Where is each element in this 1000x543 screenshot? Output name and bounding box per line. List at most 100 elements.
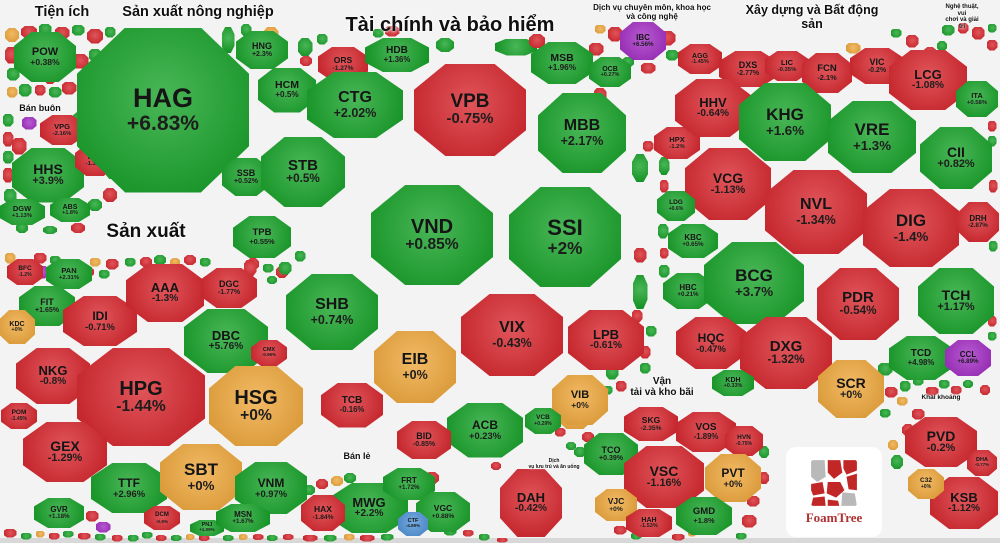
mosaic-cell[interactable] xyxy=(184,255,196,265)
mosaic-cell[interactable] xyxy=(896,396,908,406)
tile-ssb[interactable]: SSB +0.52% xyxy=(222,158,270,196)
tile-ldg[interactable]: LDG +0.6% xyxy=(657,191,695,221)
tile-pdr[interactable]: PDR -0.54% xyxy=(817,268,899,340)
tile-aaa[interactable]: AAA -1.3% xyxy=(126,264,204,322)
tile-bcg[interactable]: BCG +3.7% xyxy=(704,242,804,324)
mosaic-cell[interactable] xyxy=(71,223,85,233)
mosaic-cell[interactable] xyxy=(154,255,166,265)
tile-hdb[interactable]: HDB +1.36% xyxy=(365,38,429,72)
mosaic-cell[interactable] xyxy=(987,315,997,327)
tile-kbc[interactable]: KBC +0.65% xyxy=(668,224,718,258)
tile-msn[interactable]: MSN +1.67% xyxy=(216,504,270,532)
foamtree-logo[interactable]: FoamTree xyxy=(786,447,882,537)
mosaic-cell[interactable] xyxy=(607,26,623,42)
mosaic-cell[interactable] xyxy=(71,24,85,36)
mosaic-cell[interactable] xyxy=(77,532,91,540)
mosaic-cell[interactable] xyxy=(491,462,501,470)
mosaic-cell[interactable] xyxy=(98,269,110,279)
tile-scr[interactable]: SCR +0% xyxy=(818,360,884,418)
mosaic-cell[interactable] xyxy=(185,534,195,540)
tile-dah[interactable]: DAH -0.42% xyxy=(500,469,562,537)
mosaic-cell[interactable] xyxy=(303,485,315,495)
mosaic-cell[interactable] xyxy=(302,534,318,542)
tile-vix[interactable]: VIX -0.43% xyxy=(461,294,563,376)
mosaic-cell[interactable] xyxy=(316,33,328,45)
tile-acb[interactable]: ACB +0.23% xyxy=(447,402,523,458)
mosaic-cell[interactable] xyxy=(986,39,998,51)
tile-hvn[interactable]: HVN -0.75% xyxy=(725,426,763,456)
tile-hag[interactable]: HAG +6.83% xyxy=(77,27,249,193)
mosaic-cell[interactable] xyxy=(566,442,576,450)
tile-hqc[interactable]: HQC -0.47% xyxy=(676,317,746,369)
mosaic-cell[interactable] xyxy=(95,521,111,533)
mosaic-cell[interactable] xyxy=(85,510,99,522)
mosaic-cell[interactable] xyxy=(937,41,947,51)
tile-khg[interactable]: KHG +1.6% xyxy=(739,83,831,161)
tile-pvd[interactable]: PVD -0.2% xyxy=(905,417,977,467)
mosaic-cell[interactable] xyxy=(155,535,167,541)
tile-lic[interactable]: LIC -0.35% xyxy=(765,51,809,81)
tile-skg[interactable]: SKG -2.35% xyxy=(624,407,678,441)
tile-lcg[interactable]: LCG -1.08% xyxy=(889,50,967,110)
mosaic-cell[interactable] xyxy=(971,26,985,40)
mosaic-cell[interactable] xyxy=(630,532,642,540)
mosaic-cell[interactable] xyxy=(877,362,893,376)
tile-idi[interactable]: IDI -0.71% xyxy=(63,296,137,346)
mosaic-cell[interactable] xyxy=(574,447,586,457)
mosaic-cell[interactable] xyxy=(639,345,651,359)
mosaic-cell[interactable] xyxy=(462,529,474,537)
mosaic-cell[interactable] xyxy=(105,258,119,270)
tile-vic[interactable]: VIC -0.2% xyxy=(850,48,904,84)
tile-dgw[interactable]: DGW +1.13% xyxy=(0,199,45,225)
mosaic-cell[interactable] xyxy=(950,385,962,395)
mosaic-cell[interactable] xyxy=(890,28,902,38)
tile-pow[interactable]: POW +0.38% xyxy=(14,32,76,82)
mosaic-cell[interactable] xyxy=(240,24,252,36)
tile-ctf[interactable]: CTF -4.89% xyxy=(398,512,428,536)
mosaic-cell[interactable] xyxy=(905,34,919,48)
mosaic-cell[interactable] xyxy=(300,56,312,66)
tile-pom[interactable]: POM -1.45% xyxy=(1,403,37,429)
mosaic-cell[interactable] xyxy=(588,42,604,56)
mosaic-cell[interactable] xyxy=(987,331,997,341)
tile-hng[interactable]: HNG +2.3% xyxy=(236,31,288,69)
mosaic-cell[interactable] xyxy=(980,385,990,395)
mosaic-cell[interactable] xyxy=(657,223,669,239)
mosaic-cell[interactable] xyxy=(640,62,656,74)
mosaic-cell[interactable] xyxy=(741,514,757,528)
tile-vre[interactable]: VRE +1.3% xyxy=(828,101,916,173)
mosaic-cell[interactable] xyxy=(49,255,61,265)
tile-pan[interactable]: PAN +2.31% xyxy=(46,259,92,289)
tile-tcd[interactable]: TCD +4.98% xyxy=(889,336,953,380)
mosaic-cell[interactable] xyxy=(48,86,62,98)
mosaic-cell[interactable] xyxy=(20,532,32,540)
tile-cmx[interactable]: CMX -0.96% xyxy=(251,340,287,366)
mosaic-cell[interactable] xyxy=(2,113,14,127)
tile-agg[interactable]: AGG -1.45% xyxy=(678,44,722,74)
mosaic-cell[interactable] xyxy=(61,81,77,95)
tile-vpb[interactable]: VPB -0.75% xyxy=(414,64,526,156)
tile-dcm[interactable]: DCM -0.9% xyxy=(144,506,180,530)
mosaic-cell[interactable] xyxy=(297,38,313,56)
mosaic-cell[interactable] xyxy=(124,257,136,267)
mosaic-cell[interactable] xyxy=(380,533,394,541)
tile-dig[interactable]: DIG -1.4% xyxy=(863,189,959,267)
mosaic-cell[interactable] xyxy=(199,257,211,267)
mosaic-cell[interactable] xyxy=(478,533,490,541)
mosaic-cell[interactable] xyxy=(331,476,343,486)
mosaic-cell[interactable] xyxy=(2,131,14,147)
mosaic-cell[interactable] xyxy=(2,150,14,164)
mosaic-cell[interactable] xyxy=(35,530,45,538)
mosaic-cell[interactable] xyxy=(941,24,955,36)
mosaic-cell[interactable] xyxy=(888,440,898,450)
tile-hah[interactable]: HAH -1.53% xyxy=(626,509,672,537)
mosaic-cell[interactable] xyxy=(2,167,14,183)
mosaic-cell[interactable] xyxy=(735,532,747,540)
tile-dgc[interactable]: DGC -1.77% xyxy=(201,268,257,308)
mosaic-cell[interactable] xyxy=(911,408,925,420)
mosaic-cell[interactable] xyxy=(6,67,20,81)
tile-dxg[interactable]: DXG -1.32% xyxy=(740,317,832,389)
tile-pnj[interactable]: PNJ +1.09% xyxy=(190,520,224,536)
mosaic-cell[interactable] xyxy=(111,534,123,542)
mosaic-cell[interactable] xyxy=(94,533,106,541)
